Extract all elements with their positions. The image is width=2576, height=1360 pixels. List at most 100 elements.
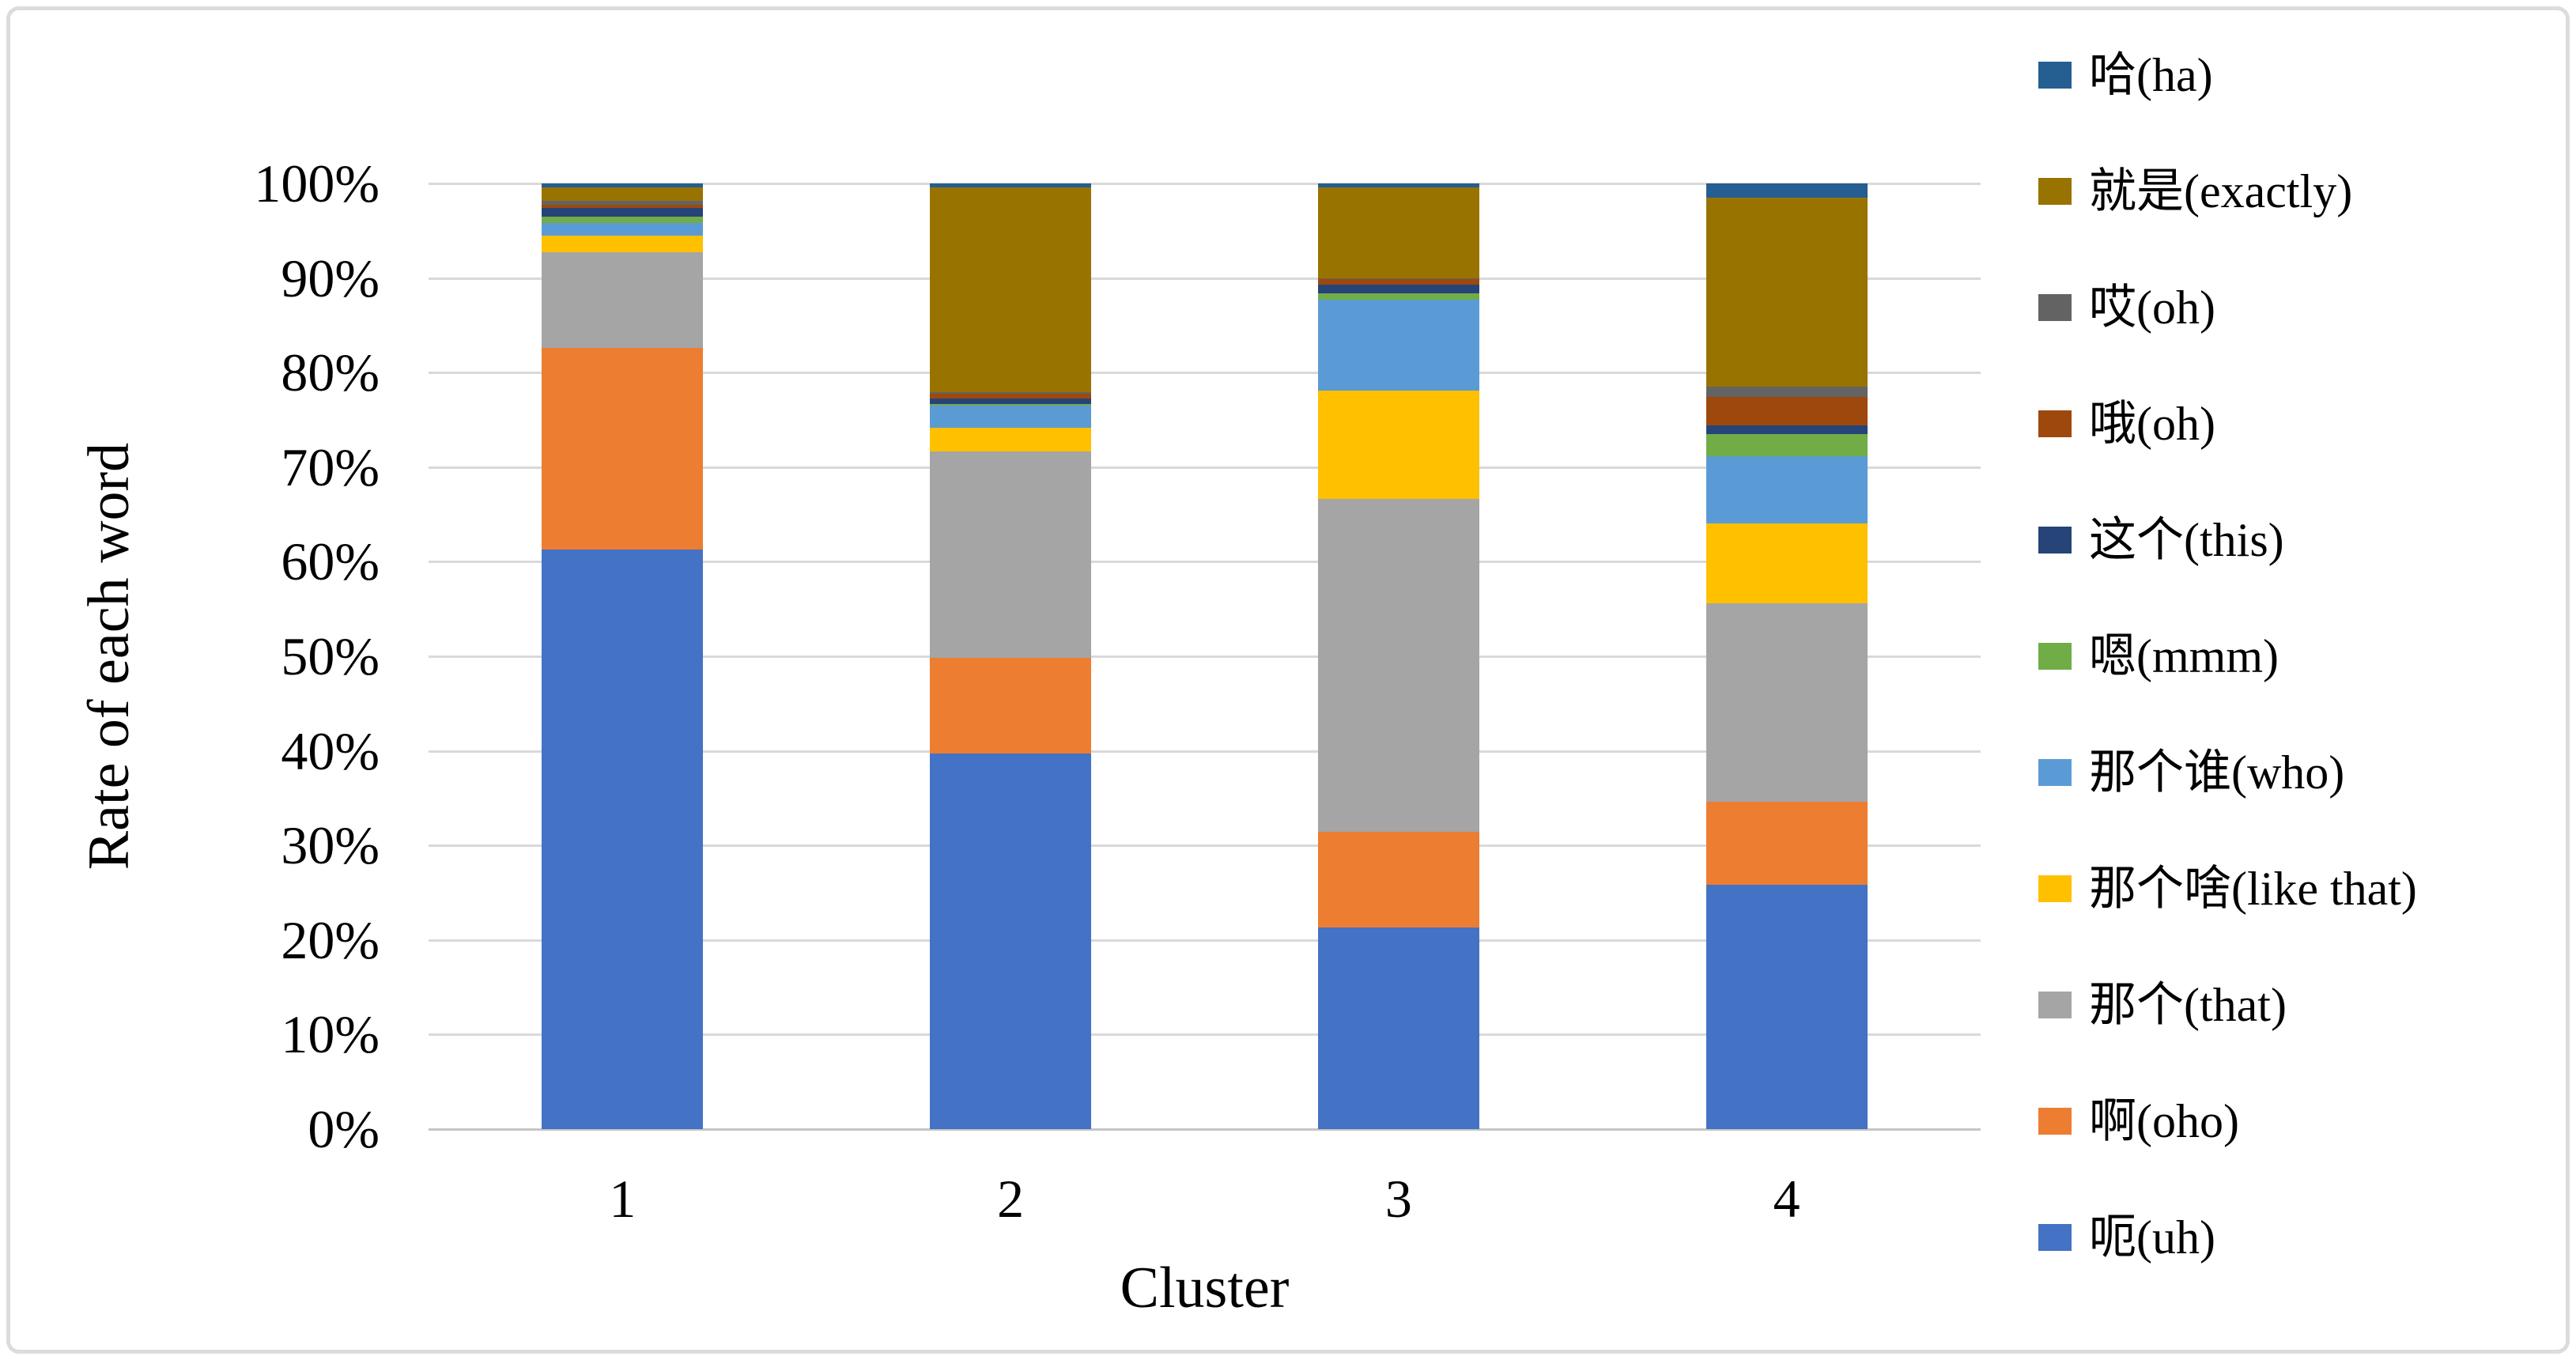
legend-item: 那个啥(like that): [2038, 863, 2417, 915]
bar-segment: [1317, 278, 1479, 279]
y-tick-label: 20%: [281, 909, 380, 970]
bar-segment: [930, 451, 1092, 659]
legend-swatch: [2038, 178, 2072, 205]
legend-item: 啊(oho): [2038, 1095, 2239, 1147]
gridline: [429, 1033, 1981, 1037]
bar-segment: [930, 187, 1092, 393]
bar-segment: [930, 183, 1092, 187]
x-tick-label: 2: [997, 1169, 1025, 1229]
bar-segment: [1317, 391, 1479, 500]
bar-segment: [930, 428, 1092, 451]
legend-item: 呃(uh): [2038, 1211, 2215, 1264]
x-tick-label: 4: [1773, 1169, 1800, 1229]
stacked-bar-cluster-2: [930, 183, 1092, 1129]
bar-segment: [542, 549, 704, 1129]
legend-swatch: [2038, 62, 2072, 89]
stacked-bar-cluster-1: [542, 183, 704, 1129]
stacked-bar-cluster-3: [1317, 183, 1479, 1129]
bar-segment: [930, 392, 1092, 395]
gridline: [429, 750, 1981, 753]
bar-segment: [930, 658, 1092, 754]
bar-segment: [542, 205, 704, 209]
legend-swatch: [2038, 294, 2072, 321]
bar-segment: [542, 208, 704, 217]
bar-segment: [1317, 832, 1479, 928]
y-tick-label: 40%: [281, 720, 380, 781]
gridline: [429, 183, 1981, 185]
bar-segment: [930, 403, 1092, 406]
bar-segment: [1317, 499, 1479, 833]
bar-segment: [542, 187, 704, 201]
bar-segment: [1705, 425, 1868, 435]
bar-segment: [1317, 278, 1479, 285]
y-tick-label: 10%: [281, 1004, 380, 1065]
bar-segment: [542, 236, 704, 253]
y-tick-label: 50%: [281, 626, 380, 686]
y-tick-label: 0%: [308, 1099, 380, 1159]
gridline: [429, 655, 1981, 658]
legend-item: 这个(this): [2038, 514, 2284, 566]
legend-label: 啊(oho): [2089, 1095, 2239, 1147]
y-tick-label: 70%: [281, 436, 380, 497]
legend-label: 嗯(mmm): [2089, 630, 2279, 682]
bar-segment: [1705, 198, 1868, 387]
legend-item: 哈(ha): [2038, 49, 2213, 101]
bar-segment: [930, 406, 1092, 429]
legend-item: 哦(oh): [2038, 398, 2215, 450]
legend-swatch: [2038, 527, 2072, 553]
y-tick-label: 80%: [281, 342, 380, 403]
legend-swatch: [2038, 1108, 2072, 1135]
bar-segment: [1705, 183, 1868, 198]
x-axis-title: Cluster: [1120, 1256, 1290, 1320]
bar-segment: [1317, 927, 1479, 1129]
legend-item: 嗯(mmm): [2038, 630, 2279, 682]
bar-segment: [930, 754, 1092, 1129]
legend-item: 就是(exactly): [2038, 165, 2352, 217]
legend-label: 这个(this): [2089, 514, 2284, 566]
bar-segment: [1317, 284, 1479, 294]
legend-label: 哈(ha): [2089, 49, 2213, 101]
y-axis-title: Rate of each word: [77, 442, 142, 871]
legend-swatch: [2038, 992, 2072, 1018]
bar-segment: [542, 222, 704, 236]
legend-label: 哦(oh): [2089, 398, 2215, 450]
legend-swatch: [2038, 759, 2072, 786]
stacked-bar-cluster-4: [1705, 183, 1868, 1129]
bar-segment: [1705, 387, 1868, 398]
bar-segment: [1317, 187, 1479, 278]
x-tick-label: 3: [1384, 1169, 1412, 1229]
bar-segment: [1705, 801, 1868, 886]
y-tick-label: 90%: [281, 247, 380, 308]
legend-item: 那个(that): [2038, 979, 2287, 1031]
legend-label: 呃(uh): [2089, 1211, 2215, 1264]
bar-segment: [542, 216, 704, 223]
legend-label: 那个(that): [2089, 979, 2287, 1031]
gridline: [429, 939, 1981, 942]
bar-segment: [930, 394, 1092, 399]
bar-segment: [1317, 293, 1479, 300]
bar-segment: [542, 200, 704, 205]
y-tick-label: 100%: [254, 153, 380, 213]
bar-segment: [1317, 183, 1479, 187]
legend-swatch: [2038, 643, 2072, 670]
gridline: [429, 277, 1981, 280]
gridline: [429, 561, 1981, 564]
bar-segment: [1705, 434, 1868, 457]
gridline: [429, 466, 1981, 469]
legend-label: 那个啥(like that): [2089, 863, 2417, 915]
bar-segment: [1705, 456, 1868, 524]
x-axis-line: [429, 1128, 1981, 1131]
legend-swatch: [2038, 410, 2072, 437]
bar-segment: [1705, 603, 1868, 802]
gridline: [429, 372, 1981, 375]
bar-segment: [542, 183, 704, 187]
legend-label: 哎(oh): [2089, 281, 2215, 334]
legend-item: 那个谁(who): [2038, 746, 2344, 799]
y-tick-label: 30%: [281, 815, 380, 876]
legend-item: 哎(oh): [2038, 281, 2215, 334]
x-tick-label: 1: [609, 1169, 636, 1229]
bar-segment: [542, 348, 704, 550]
bar-segment: [1705, 885, 1868, 1129]
legend-label: 那个谁(who): [2089, 746, 2345, 799]
gridline: [429, 844, 1981, 848]
